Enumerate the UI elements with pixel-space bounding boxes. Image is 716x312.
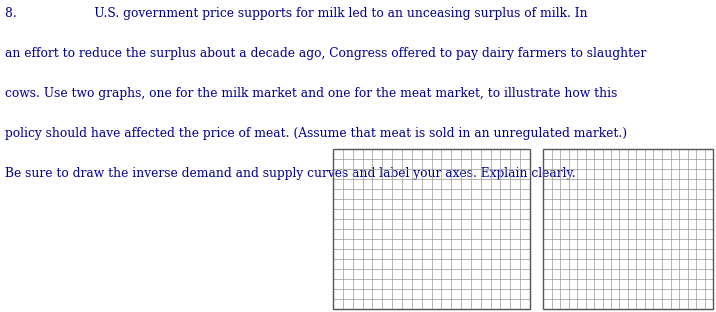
Bar <box>333 149 530 309</box>
Text: policy should have affected the price of meat. (Assume that meat is sold in an u: policy should have affected the price of… <box>5 127 627 140</box>
Bar <box>543 149 713 309</box>
Text: 8.                    U.S. government price supports for milk led to an unceasin: 8. U.S. government price supports for mi… <box>5 7 588 20</box>
Text: Be sure to draw the inverse demand and supply curves and label your axes. Explai: Be sure to draw the inverse demand and s… <box>5 167 576 180</box>
Bar <box>543 149 713 309</box>
Text: an effort to reduce the surplus about a decade ago, Congress offered to pay dair: an effort to reduce the surplus about a … <box>5 47 647 60</box>
Text: cows. Use two graphs, one for the milk market and one for the meat market, to il: cows. Use two graphs, one for the milk m… <box>5 87 617 100</box>
Bar <box>333 149 530 309</box>
